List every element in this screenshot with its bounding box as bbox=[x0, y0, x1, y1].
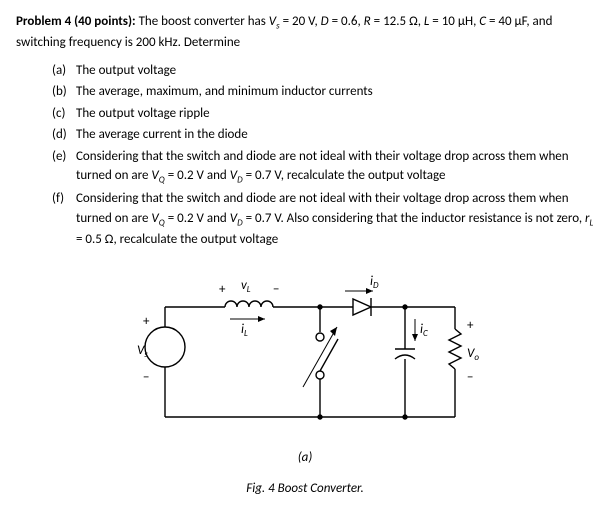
vo-label: Vo bbox=[467, 346, 479, 363]
problem-header: Problem 4 (40 points): The boost convert… bbox=[16, 12, 594, 53]
list-item: (f) Considering that the switch and diod… bbox=[52, 189, 594, 249]
minus-label: − bbox=[143, 370, 149, 385]
plus-label: + bbox=[143, 314, 150, 329]
problem-title: Problem 4 (40 points): bbox=[16, 14, 136, 29]
item-text: The average, maximum, and minimum induct… bbox=[76, 82, 594, 102]
list-item: (a) The output voltage bbox=[52, 61, 594, 81]
plus-label: + bbox=[219, 282, 226, 297]
circuit-diagram: + Vs − + vL − iL iD iC + Vo bbox=[16, 267, 594, 499]
minus-label: − bbox=[273, 282, 279, 297]
list-item: (b) The average, maximum, and minimum in… bbox=[52, 82, 594, 102]
figure-caption: Fig. 4 Boost Converter. bbox=[16, 479, 594, 499]
item-text: Considering that the switch and diode ar… bbox=[76, 147, 594, 188]
item-letter: (a) bbox=[52, 61, 76, 81]
item-letter: (c) bbox=[52, 104, 76, 124]
item-text: Considering that the switch and diode ar… bbox=[76, 189, 594, 249]
plus-label: + bbox=[467, 318, 474, 333]
list-item: (e) Considering that the switch and diod… bbox=[52, 147, 594, 188]
subfigure-label: (a) bbox=[16, 448, 594, 468]
item-letter: (e) bbox=[52, 147, 76, 188]
item-letter: (f) bbox=[52, 189, 76, 249]
list-item: (c) The output voltage ripple bbox=[52, 104, 594, 124]
item-text: The average current in the diode bbox=[76, 125, 594, 145]
item-text: The output voltage ripple bbox=[76, 104, 594, 124]
vs-label: Vs bbox=[137, 343, 148, 360]
vl-label: vL bbox=[241, 278, 251, 295]
item-letter: (b) bbox=[52, 82, 76, 102]
minus-label: − bbox=[467, 370, 473, 385]
list-item: (d) The average current in the diode bbox=[52, 125, 594, 145]
item-text: The output voltage bbox=[76, 61, 594, 81]
question-list: (a) The output voltage (b) The average, … bbox=[52, 61, 594, 250]
item-letter: (d) bbox=[52, 125, 76, 145]
il-label: iL bbox=[241, 322, 248, 339]
boost-converter-svg: + Vs − + vL − iL iD iC + Vo bbox=[115, 267, 495, 437]
ic-label: iC bbox=[420, 322, 428, 339]
id-label: iD bbox=[370, 274, 379, 291]
